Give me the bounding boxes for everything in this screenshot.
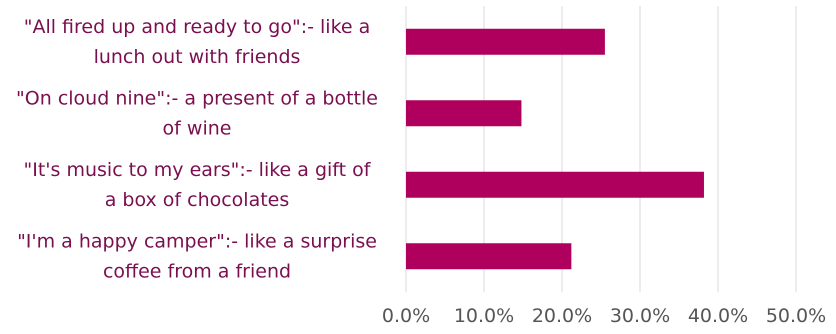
category-label-line: "It's music to my ears":- like a gift of <box>24 159 372 181</box>
category-label-line: "All fired up and ready to go":- like a <box>24 16 371 38</box>
category-label-line: of wine <box>163 117 232 139</box>
bar <box>406 171 704 198</box>
category-label: "It's music to my ears":- like a gift of… <box>24 159 372 211</box>
category-label-line: coffee from a friend <box>103 260 291 282</box>
x-axis-tick-labels: 0.0% 10.0% 20.0% 30.0% 40.0% 50.0% <box>382 305 826 327</box>
bars <box>406 28 704 270</box>
x-tick-label: 30.0% <box>610 305 670 327</box>
x-tick-label: 50.0% <box>766 305 826 327</box>
category-label-line: lunch out with friends <box>94 46 301 68</box>
category-label: "I'm a happy camper":- like a surprise co… <box>17 230 377 282</box>
category-label: "On cloud nine":- a present of a bottle o… <box>16 87 378 139</box>
category-labels: "All fired up and ready to go":- like a l… <box>16 16 378 283</box>
x-tick-label: 20.0% <box>532 305 592 327</box>
bar <box>406 28 605 55</box>
bar <box>406 100 522 127</box>
x-tick-label: 10.0% <box>454 305 514 327</box>
x-tick-label: 40.0% <box>688 305 748 327</box>
category-label-line: a box of chocolates <box>105 189 290 211</box>
bar <box>406 243 572 270</box>
x-tick-label: 0.0% <box>382 305 430 327</box>
category-label: "All fired up and ready to go":- like a l… <box>24 16 371 68</box>
category-label-line: "On cloud nine":- a present of a bottle <box>16 87 378 109</box>
category-label-line: "I'm a happy camper":- like a surprise <box>17 230 377 252</box>
